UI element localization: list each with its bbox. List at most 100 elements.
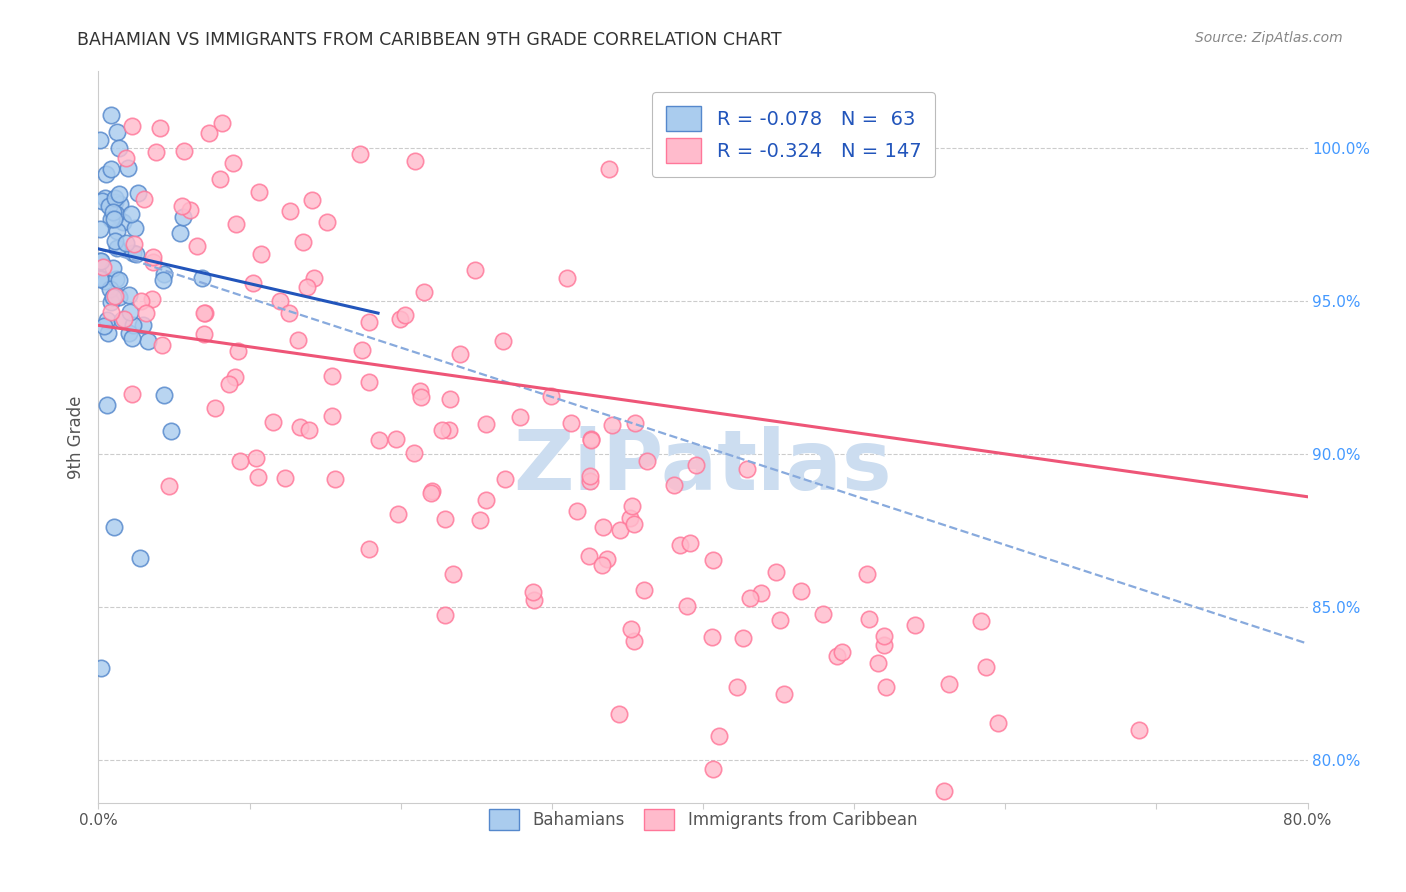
Point xyxy=(402,445,425,459)
Point xyxy=(560,416,582,430)
Point xyxy=(464,263,486,277)
Point xyxy=(94,191,117,205)
Point xyxy=(172,211,194,225)
Point xyxy=(179,202,201,217)
Point xyxy=(598,162,620,177)
Point xyxy=(96,313,118,327)
Point xyxy=(873,638,896,652)
Point xyxy=(197,126,219,140)
Point xyxy=(280,204,302,219)
Point xyxy=(150,338,173,352)
Point xyxy=(204,401,226,416)
Point xyxy=(494,472,516,486)
Point xyxy=(609,523,631,537)
Point xyxy=(591,558,613,572)
Point xyxy=(679,536,702,550)
Point xyxy=(434,607,457,622)
Point xyxy=(278,306,301,320)
Point xyxy=(209,171,232,186)
Point xyxy=(1128,723,1150,738)
Point xyxy=(359,542,381,557)
Point xyxy=(149,120,172,135)
Point xyxy=(592,520,614,534)
Point xyxy=(904,618,927,632)
Point xyxy=(186,238,208,252)
Point xyxy=(607,706,630,721)
Legend: Bahamians, Immigrants from Caribbean: Bahamians, Immigrants from Caribbean xyxy=(477,797,929,842)
Point xyxy=(350,343,373,357)
Point xyxy=(441,567,464,582)
Point xyxy=(90,661,112,675)
Point xyxy=(224,370,246,384)
Point xyxy=(685,458,707,472)
Point xyxy=(875,681,897,695)
Point xyxy=(522,584,544,599)
Point xyxy=(128,551,150,566)
Point xyxy=(108,197,131,211)
Point xyxy=(540,389,562,403)
Point xyxy=(122,237,145,252)
Point xyxy=(633,582,655,597)
Point xyxy=(121,387,143,401)
Point xyxy=(193,326,215,341)
Point xyxy=(100,108,122,122)
Point xyxy=(475,417,498,431)
Point xyxy=(103,205,125,219)
Point xyxy=(114,236,136,251)
Point xyxy=(121,331,143,345)
Point xyxy=(89,253,111,268)
Point xyxy=(357,375,380,389)
Point xyxy=(449,346,471,360)
Point xyxy=(105,125,128,139)
Point xyxy=(411,390,433,404)
Point xyxy=(409,384,432,399)
Point xyxy=(769,613,792,627)
Point xyxy=(321,409,343,424)
Point xyxy=(242,276,264,290)
Text: BAHAMIAN VS IMMIGRANTS FROM CARIBBEAN 9TH GRADE CORRELATION CHART: BAHAMIAN VS IMMIGRANTS FROM CARIBBEAN 9T… xyxy=(77,31,782,49)
Point xyxy=(104,207,127,221)
Point xyxy=(623,517,645,532)
Point xyxy=(122,318,145,333)
Point xyxy=(475,493,498,508)
Point xyxy=(325,472,347,486)
Point xyxy=(157,478,180,492)
Point xyxy=(737,462,759,476)
Point xyxy=(368,433,391,447)
Point xyxy=(700,631,723,645)
Point xyxy=(89,133,111,147)
Point xyxy=(269,294,291,309)
Point xyxy=(172,199,194,213)
Point xyxy=(117,288,139,302)
Point xyxy=(636,454,658,468)
Point xyxy=(579,433,602,447)
Point xyxy=(105,224,128,238)
Point xyxy=(100,211,122,226)
Point xyxy=(262,415,284,429)
Point xyxy=(112,214,135,228)
Point xyxy=(579,474,602,488)
Point xyxy=(101,290,124,304)
Point xyxy=(413,285,436,299)
Point xyxy=(619,510,641,524)
Point xyxy=(152,267,174,281)
Point xyxy=(707,729,730,743)
Point xyxy=(439,392,461,406)
Point xyxy=(211,116,233,130)
Point xyxy=(772,687,794,701)
Point xyxy=(93,318,115,333)
Point xyxy=(669,538,692,552)
Point xyxy=(765,565,787,579)
Point xyxy=(90,254,112,268)
Point xyxy=(222,156,245,170)
Point xyxy=(288,419,311,434)
Point xyxy=(89,271,111,285)
Point xyxy=(387,507,409,521)
Point xyxy=(89,221,111,235)
Point xyxy=(107,273,129,287)
Point xyxy=(662,477,685,491)
Point xyxy=(93,274,115,288)
Point xyxy=(169,226,191,240)
Point xyxy=(856,566,879,581)
Point xyxy=(291,235,314,249)
